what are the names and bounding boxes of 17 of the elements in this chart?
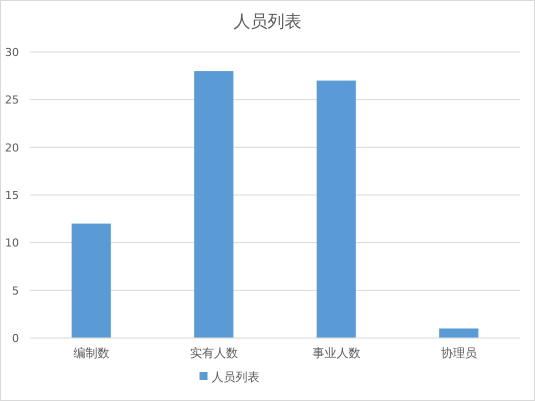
y-tick-label: 30 xyxy=(5,46,19,59)
y-tick-label: 0 xyxy=(12,332,19,345)
bar xyxy=(194,71,234,338)
bar xyxy=(439,328,478,338)
bar xyxy=(72,224,111,338)
y-tick-label: 25 xyxy=(5,94,19,107)
chart-title: 人员列表 xyxy=(234,12,302,32)
y-tick-label: 20 xyxy=(5,141,19,154)
y-tick-label: 5 xyxy=(12,284,19,298)
x-tick-label: 协理员 xyxy=(440,346,477,360)
bar xyxy=(316,80,356,338)
x-tick-label: 实有人数 xyxy=(190,346,238,360)
x-tick-label: 编制数 xyxy=(73,346,110,360)
legend-label: 人员列表 xyxy=(212,370,260,384)
y-tick-label: 10 xyxy=(5,236,19,250)
y-tick-label: 15 xyxy=(5,189,19,202)
x-tick-label: 事业人数 xyxy=(312,346,360,360)
